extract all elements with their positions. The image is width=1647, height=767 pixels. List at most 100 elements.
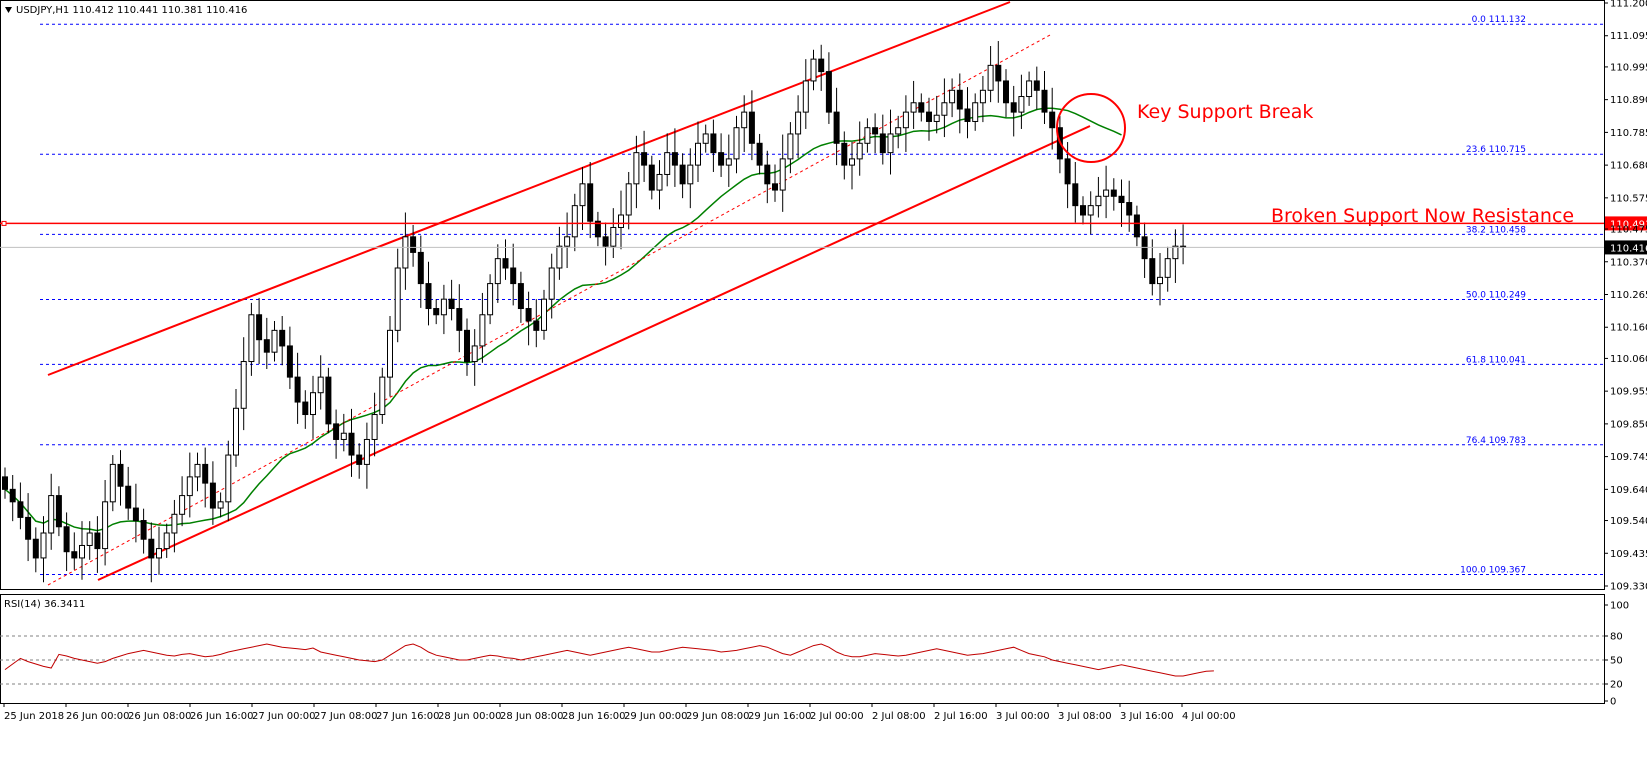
time-tick-label: 28 Jun 08:00 <box>500 711 564 722</box>
candle-bear <box>1133 214 1140 238</box>
rsi-line <box>4 643 1214 677</box>
candle-bear <box>679 164 686 185</box>
candle-bull <box>864 127 871 144</box>
price-tick-label: 110.995 <box>1610 62 1647 73</box>
time-tick-label: 29 Jun 16:00 <box>748 711 812 722</box>
rsi-pane: RSI(14) 36.3411 100 80 50 20 0 <box>0 599 1629 708</box>
candle-bear <box>125 485 132 509</box>
chart-arrow-icon <box>5 7 12 13</box>
price-tick-label: 110.265 <box>1610 290 1647 301</box>
candle-bull <box>725 158 732 166</box>
candle-bull <box>194 463 201 478</box>
candle-bull <box>102 501 109 550</box>
candle-bull <box>849 158 855 166</box>
candle-bull <box>795 111 802 135</box>
candle-bull <box>910 102 917 113</box>
candle-bull <box>379 376 386 416</box>
rsi-tick-label: 80 <box>1610 632 1623 643</box>
candle-bull <box>1164 258 1171 278</box>
candle-bull <box>548 267 555 300</box>
candle-bull <box>1172 245 1179 260</box>
fib-level-label: 50.0 110.249 <box>1466 290 1526 300</box>
candle-bear <box>841 142 848 166</box>
price-tick-label: 109.540 <box>1610 516 1647 527</box>
channel-mid-line <box>47 34 1051 586</box>
current-price-tag-bg <box>1605 240 1647 255</box>
candle-bear <box>117 463 124 487</box>
candle-bear <box>772 183 778 191</box>
candle-bear <box>956 89 963 110</box>
candle-bull <box>810 58 817 82</box>
candle-bear <box>964 108 971 122</box>
candle-bull <box>156 548 162 559</box>
channel-lower-line <box>97 125 1091 581</box>
candle-bear <box>718 152 725 166</box>
candle-bear <box>648 164 655 191</box>
annotation-broken-support: Broken Support Now Resistance <box>1271 205 1574 227</box>
price-tick-label: 111.200 <box>1610 0 1647 10</box>
candle-bear <box>1149 258 1156 285</box>
candle-bear <box>1033 80 1040 91</box>
candle-bear <box>302 401 309 416</box>
candle-bull <box>1018 96 1025 113</box>
candle-bear <box>748 111 755 144</box>
price-tick-label: 110.060 <box>1610 354 1647 365</box>
candle-bear <box>926 111 932 122</box>
candle-bull <box>163 532 170 550</box>
candle-bear <box>94 532 101 550</box>
candle-bear <box>279 329 286 347</box>
candle-bear <box>756 142 763 166</box>
candle-bull <box>1087 205 1094 216</box>
candle-bull <box>949 89 956 104</box>
fib-level-label: 61.8 110.041 <box>1466 355 1526 365</box>
price-tick-label: 110.370 <box>1610 257 1647 268</box>
price-tick-label: 110.475 <box>1610 225 1647 236</box>
fib-level-label: 0.0 111.132 <box>1472 15 1526 25</box>
candle-bull <box>579 183 586 207</box>
price-tick-label: 109.745 <box>1610 452 1647 463</box>
candle-bull <box>979 89 986 104</box>
candle-bull <box>225 454 232 503</box>
price-levels: 110.493 110.416 <box>0 216 1647 255</box>
resistance-price-tag: 110.493 <box>1610 219 1647 230</box>
candle-bear <box>202 463 209 484</box>
candle-bull <box>86 532 93 546</box>
price-tick-label: 109.955 <box>1610 387 1647 398</box>
candle-bear <box>356 454 363 465</box>
candle-bull <box>856 142 863 160</box>
rsi-tick-label: 20 <box>1610 680 1623 691</box>
candle-bull <box>556 245 563 269</box>
candle-bear <box>1072 183 1079 207</box>
candle-bear <box>433 308 440 316</box>
candle-bull <box>479 314 486 347</box>
candle-bear <box>294 376 301 403</box>
candle-bear <box>448 298 455 310</box>
time-tick-label: 3 Jul 00:00 <box>996 711 1050 722</box>
candle-bear <box>995 64 1002 82</box>
candle-bull <box>702 133 709 144</box>
candle-bear <box>63 526 70 553</box>
candle-bear <box>32 538 39 559</box>
candle-bull <box>471 345 478 363</box>
moving-average-line <box>4 107 1122 532</box>
current-price-tag: 110.416 <box>1610 243 1647 254</box>
candle-bull <box>987 64 994 91</box>
candle-bear <box>587 183 594 222</box>
time-tick-label: 27 Jun 00:00 <box>252 711 316 722</box>
candle-bull <box>109 463 116 503</box>
candle-bear <box>1049 111 1056 129</box>
candle-bull <box>1157 276 1163 285</box>
candle-bull <box>625 183 632 216</box>
candle-bull <box>248 314 255 363</box>
fib-level-label: 23.6 110.715 <box>1466 145 1526 155</box>
price-tick-label: 110.160 <box>1610 323 1647 334</box>
rsi-tick-label: 0 <box>1610 697 1616 708</box>
candle-bull <box>240 361 247 409</box>
candle-bull <box>217 501 224 509</box>
candle-bull <box>387 329 393 378</box>
time-tick-label: 25 Jun 2018 <box>4 711 64 722</box>
candle-bear <box>872 127 879 135</box>
candle-bear <box>879 133 886 154</box>
